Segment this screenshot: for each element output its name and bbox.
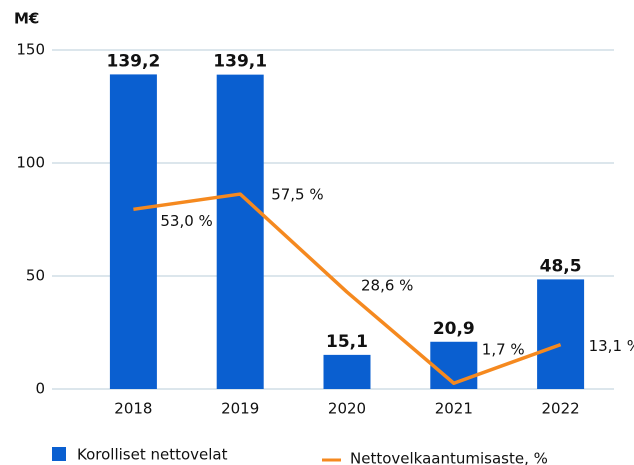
line-value-label: 28,6 % — [361, 277, 413, 295]
line-value-label: 53,0 % — [160, 212, 212, 230]
bar-value-label: 15,1 — [326, 332, 368, 352]
legend-label: Nettovelkaantumisaste, % — [350, 450, 548, 465]
bar — [537, 279, 585, 389]
x-tick-label: 2022 — [542, 400, 580, 418]
bar-value-label: 139,2 — [107, 51, 161, 71]
y-tick-label: 50 — [26, 267, 45, 285]
y-tick-label: 100 — [16, 154, 45, 172]
legend-swatch — [52, 447, 66, 461]
x-tick-label: 2019 — [221, 400, 259, 418]
line — [133, 192, 562, 385]
bar-value-label: 48,5 — [540, 256, 582, 276]
y-tick-label: 150 — [16, 41, 45, 59]
x-tick-label: 2020 — [328, 400, 366, 418]
x-tick-label: 2021 — [435, 400, 473, 418]
x-tick-label: 2018 — [114, 400, 152, 418]
unit-label: M€ — [14, 10, 39, 28]
y-tick-label: 0 — [35, 380, 45, 398]
line-value-label: 13,1 % — [589, 337, 634, 355]
bar — [323, 354, 371, 389]
bar — [109, 74, 157, 390]
legend-label: Korolliset nettovelat — [77, 446, 228, 464]
line-value-label: 1,7 % — [482, 341, 525, 359]
bar-value-label: 20,9 — [433, 319, 475, 339]
bar — [216, 74, 264, 389]
line-value-label: 57,5 % — [271, 186, 323, 204]
bar-value-label: 139,1 — [213, 52, 267, 72]
